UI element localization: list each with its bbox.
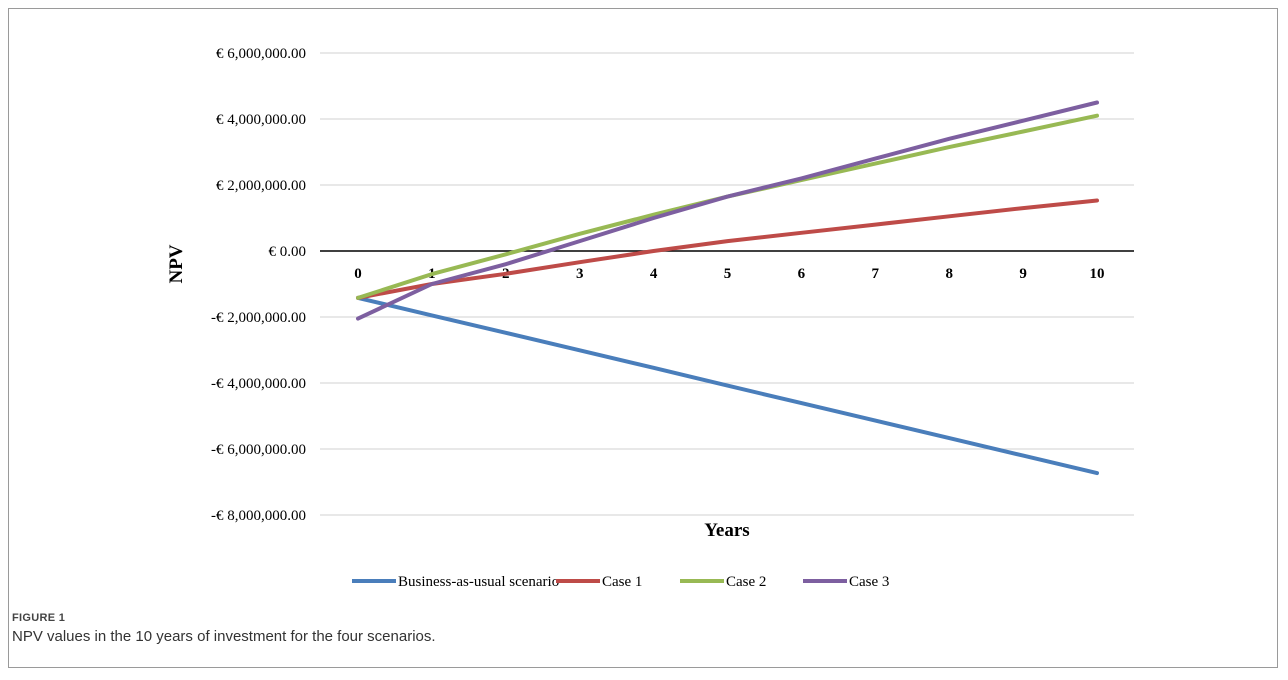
legend: Business-as-usual scenario Case 1 Case 2 Ca… <box>352 574 889 590</box>
series-lines <box>356 100 1099 476</box>
legend-label: Case 1 <box>602 574 642 590</box>
x-axis-title: Years <box>704 520 749 541</box>
x-tick-label: 10 <box>1090 266 1105 282</box>
figure-caption: NPV values in the 10 years of investment… <box>12 628 436 645</box>
y-tick-label: -€ 6,000,000.00 <box>211 442 306 458</box>
y-tick-label: € 6,000,000.00 <box>216 46 306 62</box>
figure-frame <box>8 8 1278 668</box>
x-tick-label: 0 <box>354 266 362 282</box>
figure-label: FIGURE 1 <box>12 612 66 624</box>
series-line-business-as-usual <box>356 295 1099 476</box>
y-axis-tick-labels: € 6,000,000.00 € 4,000,000.00 € 2,000,000.… <box>211 46 306 524</box>
y-axis-title: NPV <box>166 244 187 283</box>
y-tick-label: -€ 2,000,000.00 <box>211 310 306 326</box>
series-line-case-1 <box>356 198 1099 300</box>
y-tick-label: -€ 8,000,000.00 <box>211 508 306 524</box>
x-tick-label: 6 <box>798 266 806 282</box>
x-tick-label: 8 <box>945 266 953 282</box>
x-tick-label: 9 <box>1019 266 1027 282</box>
y-tick-label: € 2,000,000.00 <box>216 178 306 194</box>
y-tick-label: € 0.00 <box>269 244 307 260</box>
x-tick-label: 7 <box>872 266 880 282</box>
x-tick-label: 3 <box>576 266 584 282</box>
y-tick-label: -€ 4,000,000.00 <box>211 376 306 392</box>
legend-label: Business-as-usual scenario <box>398 574 559 590</box>
x-tick-label: 4 <box>650 266 658 282</box>
x-tick-label: 5 <box>724 266 732 282</box>
legend-label: Case 2 <box>726 574 766 590</box>
y-tick-label: € 4,000,000.00 <box>216 112 306 128</box>
series-line-case-3 <box>356 100 1099 321</box>
legend-label: Case 3 <box>849 574 889 590</box>
